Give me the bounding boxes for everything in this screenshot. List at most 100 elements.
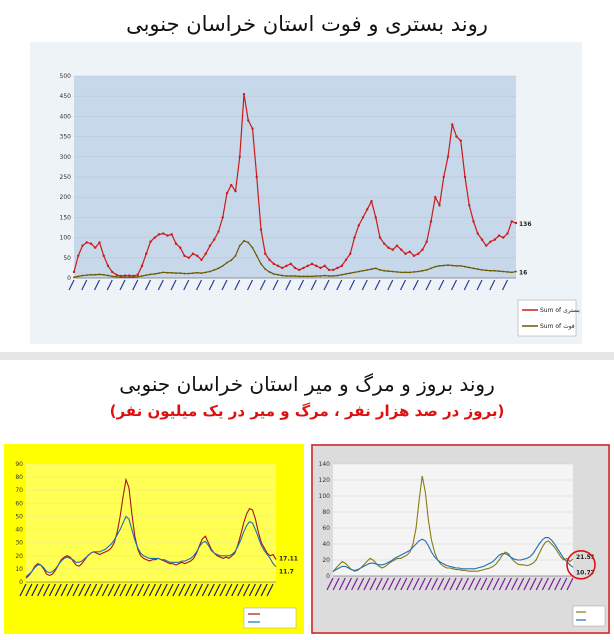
data-point [366,269,369,271]
x-tick-mark [338,577,346,591]
x-tick-mark [195,279,203,291]
data-point [225,191,229,195]
x-tick-mark [48,583,56,597]
data-point [221,216,224,219]
data-point [370,200,373,203]
data-point [378,236,382,239]
x-tick-mark [297,279,305,291]
y-tick-label: 450 [60,93,72,100]
x-tick-mark [535,577,543,591]
x-tick-mark [357,577,365,591]
data-point [421,269,424,272]
x-tick-mark [137,583,145,597]
data-point [77,275,80,278]
chart-subtitle-bottom: (بروز در صد هزار نفر ، مرگ و میر در یک م… [109,402,505,420]
y-tick-label: 100 [319,493,331,500]
y-tick-label: 60 [322,525,330,532]
y-axis-ticks: 0 50 100 150 200 250 300 350 400 450 500 [60,73,516,282]
data-point [89,242,93,245]
x-tick-mark [412,279,419,291]
y-tick-label: 20 [322,557,330,564]
x-tick-mark [326,577,334,591]
x-axis-tick-marks [19,583,274,597]
data-point [446,155,450,158]
data-point [353,271,356,274]
data-point [175,272,177,275]
plot-area [333,464,573,576]
data-point [272,273,275,275]
data-point [298,268,301,272]
legend-label-hospital: Sum of بستری [540,307,580,314]
end-label-iran: 10.77 [576,569,595,576]
y-tick-label: 0 [326,573,330,580]
data-point [166,234,169,237]
y-axis-ticks: 0 10 20 30 40 50 60 70 80 90 [15,461,276,586]
y-tick-label: 20 [15,553,23,560]
data-point [476,268,479,271]
x-tick-mark [517,577,525,591]
data-point [425,240,428,243]
x-tick-mark [425,279,432,291]
x-tick-mark [207,583,215,597]
y-tick-label: 150 [60,214,72,221]
x-tick-mark [431,577,439,591]
x-tick-mark [455,577,463,591]
legend-box [517,299,577,337]
y-tick-label: 350 [60,134,72,141]
data-point [472,220,475,223]
data-point [264,252,267,255]
data-point [128,274,131,277]
data-point [510,271,513,274]
x-tick-mark [412,577,420,591]
data-point [166,271,169,274]
data-point [310,262,314,266]
data-point [349,272,352,275]
end-label-death: 16 [519,270,527,277]
data-point [157,233,161,236]
data-point [430,267,432,270]
data-point [323,274,326,277]
data-point [425,269,428,271]
y-axis-ticks: 0 20 40 60 80 100 120 140 [319,461,573,580]
series-line-1 [25,515,277,578]
x-tick-mark [172,583,180,597]
x-tick-mark [219,583,227,597]
data-point [255,175,258,179]
data-point [111,275,114,278]
data-point [145,274,148,277]
data-point [285,275,288,277]
data-point [81,274,84,277]
x-tick-mark [246,279,254,291]
chart-title-top: روند بستری و فوت استان خراسان جنوبی [126,12,488,36]
data-point [417,270,420,273]
data-point [327,268,331,272]
data-point [302,266,305,270]
data-point [502,270,505,273]
data-point [128,276,131,279]
series-line-0 [25,477,277,579]
x-tick-mark [119,583,127,597]
x-tick-mark [400,577,408,591]
data-point [502,236,505,239]
y-tick-label: 0 [67,275,71,282]
series-lines [332,475,574,573]
y-tick-label: 90 [15,461,23,468]
data-point [395,244,399,247]
data-point [447,264,449,266]
x-tick-mark [54,583,62,597]
data-point [213,238,216,241]
x-tick-mark [225,583,233,597]
data-point [204,252,207,255]
data-point [158,272,160,275]
y-tick-label: 400 [60,113,72,120]
data-point [315,275,318,277]
data-point [357,270,360,273]
data-point [306,264,309,268]
data-point [366,208,369,211]
x-tick-mark [424,577,432,591]
data-point [323,264,326,268]
end-label-hospital: 136 [519,221,532,228]
data-point [234,189,237,193]
x-tick-mark [178,583,186,597]
data-point [319,266,322,270]
